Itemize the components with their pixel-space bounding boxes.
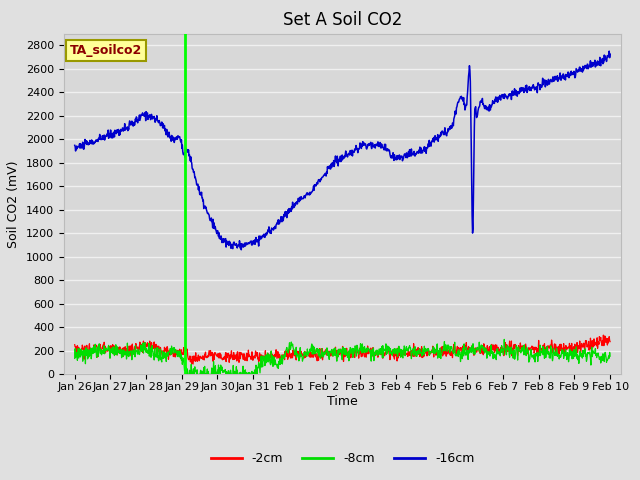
-8cm (606, 353, 614, 359)
Line: -16cm: -16cm (75, 51, 610, 250)
Text: TA_soilco2: TA_soilco2 (70, 44, 142, 57)
Line: -8cm: -8cm (75, 339, 610, 374)
-16cm (237, 247, 245, 252)
-16cm (364, 144, 371, 149)
-8cm (364, 345, 371, 351)
Title: Set A Soil CO2: Set A Soil CO2 (283, 11, 402, 29)
-2cm (303, 349, 311, 355)
-2cm (606, 339, 614, 345)
-8cm (500, 336, 508, 342)
X-axis label: Time: Time (327, 395, 358, 408)
-2cm (353, 343, 360, 349)
-16cm (142, 118, 150, 123)
Y-axis label: Soil CO2 (mV): Soil CO2 (mV) (8, 160, 20, 248)
-16cm (605, 48, 613, 54)
Legend: -2cm, -8cm, -16cm: -2cm, -8cm, -16cm (205, 447, 479, 470)
-8cm (142, 345, 150, 351)
-8cm (183, 372, 191, 377)
-16cm (71, 143, 79, 148)
-2cm (252, 348, 259, 354)
-16cm (303, 190, 311, 196)
-16cm (606, 51, 614, 57)
-2cm (71, 342, 79, 348)
-2cm (600, 332, 607, 338)
-8cm (303, 346, 311, 352)
-16cm (252, 237, 259, 242)
-8cm (161, 355, 169, 361)
-2cm (364, 343, 371, 349)
-16cm (353, 144, 360, 150)
-8cm (252, 371, 259, 377)
Line: -2cm: -2cm (75, 335, 610, 364)
-8cm (71, 356, 79, 361)
-2cm (161, 348, 169, 354)
-16cm (161, 128, 169, 133)
-2cm (189, 361, 197, 367)
-8cm (353, 353, 360, 359)
-2cm (142, 341, 150, 347)
